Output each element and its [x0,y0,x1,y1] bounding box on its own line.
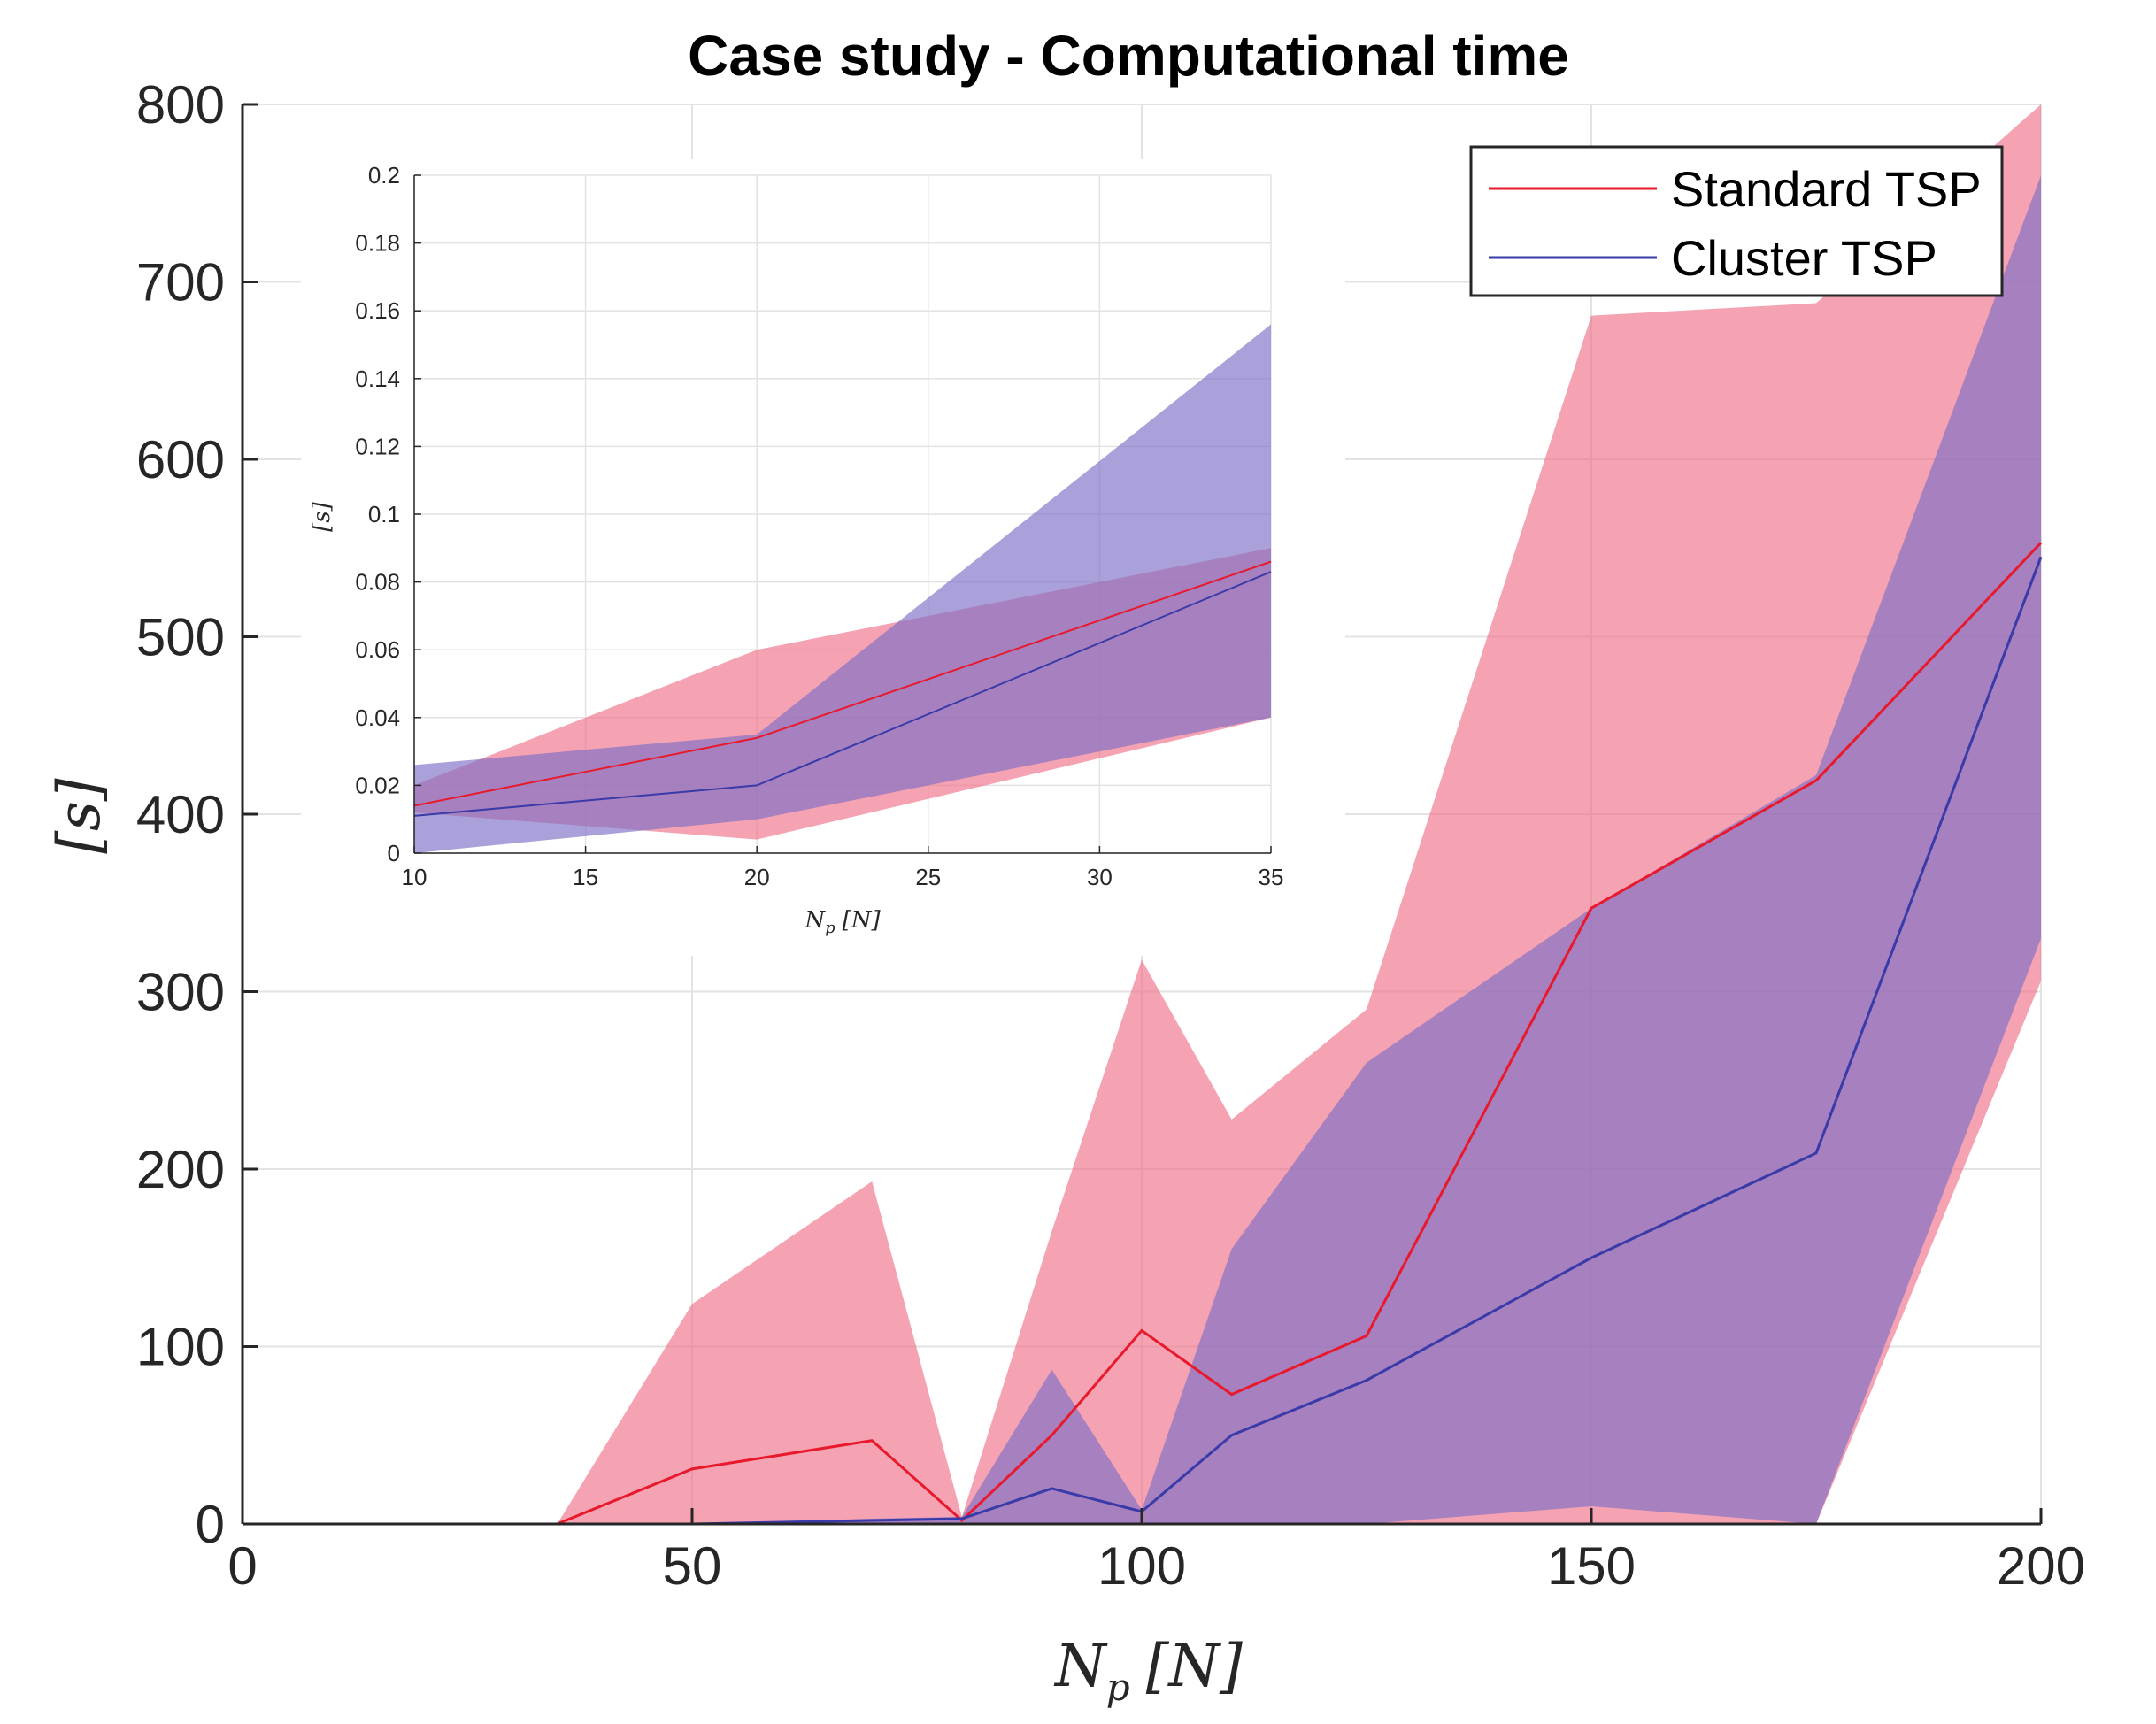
main-x-tick-label-50: 50 [663,1536,722,1596]
main-x-tick-label-150: 150 [1547,1536,1636,1596]
inset-ticks: 10 15 20 25 30 35 0 0.02 0.04 0.06 0.08 0.1 0.12 0.14… [355,162,1283,890]
inset-y-axis-label: [s] [309,501,335,531]
inset-x-tick-label-20: 20 [744,864,770,890]
inset-y-tick-label-0-04: 0.04 [355,704,400,731]
inset-y-tick-label-0-14: 0.14 [355,366,400,392]
inset-y-tick-label-0-16: 0.16 [355,297,400,324]
main-band-cluster-tsp [332,175,2042,1525]
main-x-tick-label-200: 200 [1997,1536,2085,1596]
inset-x-tick-label-25: 25 [915,864,941,890]
main-x-axis-label: Np [N] [1053,1632,1243,1709]
inset-x-tick-label-10: 10 [402,864,427,890]
inset-y-tick-label-0-1: 0.1 [368,501,400,527]
inset-y-tick-label-0-2: 0.2 [368,162,400,189]
inset-line-standard-tsp [413,560,1272,807]
inset-y-tick-label-0: 0 [388,840,400,866]
legend-box [1469,145,2004,297]
chart-title: Case study - Computational time [688,24,1569,88]
main-bands [332,104,2042,1525]
inset-x-axis-label-subscript: p [825,919,835,937]
inset-y-tick-label-0-08: 0.08 [355,569,400,596]
inset-line-cluster-tsp [413,571,1272,817]
main-y-tick-label-700: 700 [136,253,225,312]
main-y-axis-label: [s] [45,778,113,854]
legend: Standard TSP Cluster TSP [1469,145,2004,297]
inset-x-axis-label-unit: [N] [843,907,882,934]
inset-y-tick-label-0-06: 0.06 [355,636,400,663]
inset-lines [413,560,1272,817]
main-y-tick-label-100: 100 [136,1318,225,1377]
main-y-tick-label-600: 600 [136,430,225,489]
inset-x-axis-label-symbol: N [804,907,826,934]
legend-label-cluster-tsp: Cluster TSP [1671,230,1937,286]
main-y-tick-label-300: 300 [136,963,225,1022]
main-x-tick-label-0: 0 [227,1536,257,1596]
main-x-tick-label-100: 100 [1097,1536,1186,1596]
inset-y-tick-label-0-12: 0.12 [355,433,400,459]
main-y-tick-label-0: 0 [196,1495,225,1554]
inset-bands [414,324,1271,853]
main-x-axis-label-symbol: N [1053,1632,1108,1700]
inset-y-tick-label-0-02: 0.02 [355,772,400,798]
main-y-tick-label-400: 400 [136,785,225,844]
inset-x-tick-label-35: 35 [1259,864,1284,890]
main-y-tick-label-200: 200 [136,1140,225,1199]
main-x-axis-label-unit: [N] [1146,1632,1243,1700]
main-y-tick-label-500: 500 [136,608,225,667]
main-x-axis-label-subscript: p [1106,1666,1130,1709]
inset-y-tick-label-0-18: 0.18 [355,230,400,257]
inset-x-axis-label: Np [N] [804,907,881,937]
main-y-tick-label-800: 800 [136,75,225,135]
inset-x-tick-label-30: 30 [1087,864,1113,890]
inset-x-tick-label-15: 15 [573,864,598,890]
inset-band-cluster-tsp [414,324,1271,853]
legend-label-standard-tsp: Standard TSP [1671,161,1982,217]
